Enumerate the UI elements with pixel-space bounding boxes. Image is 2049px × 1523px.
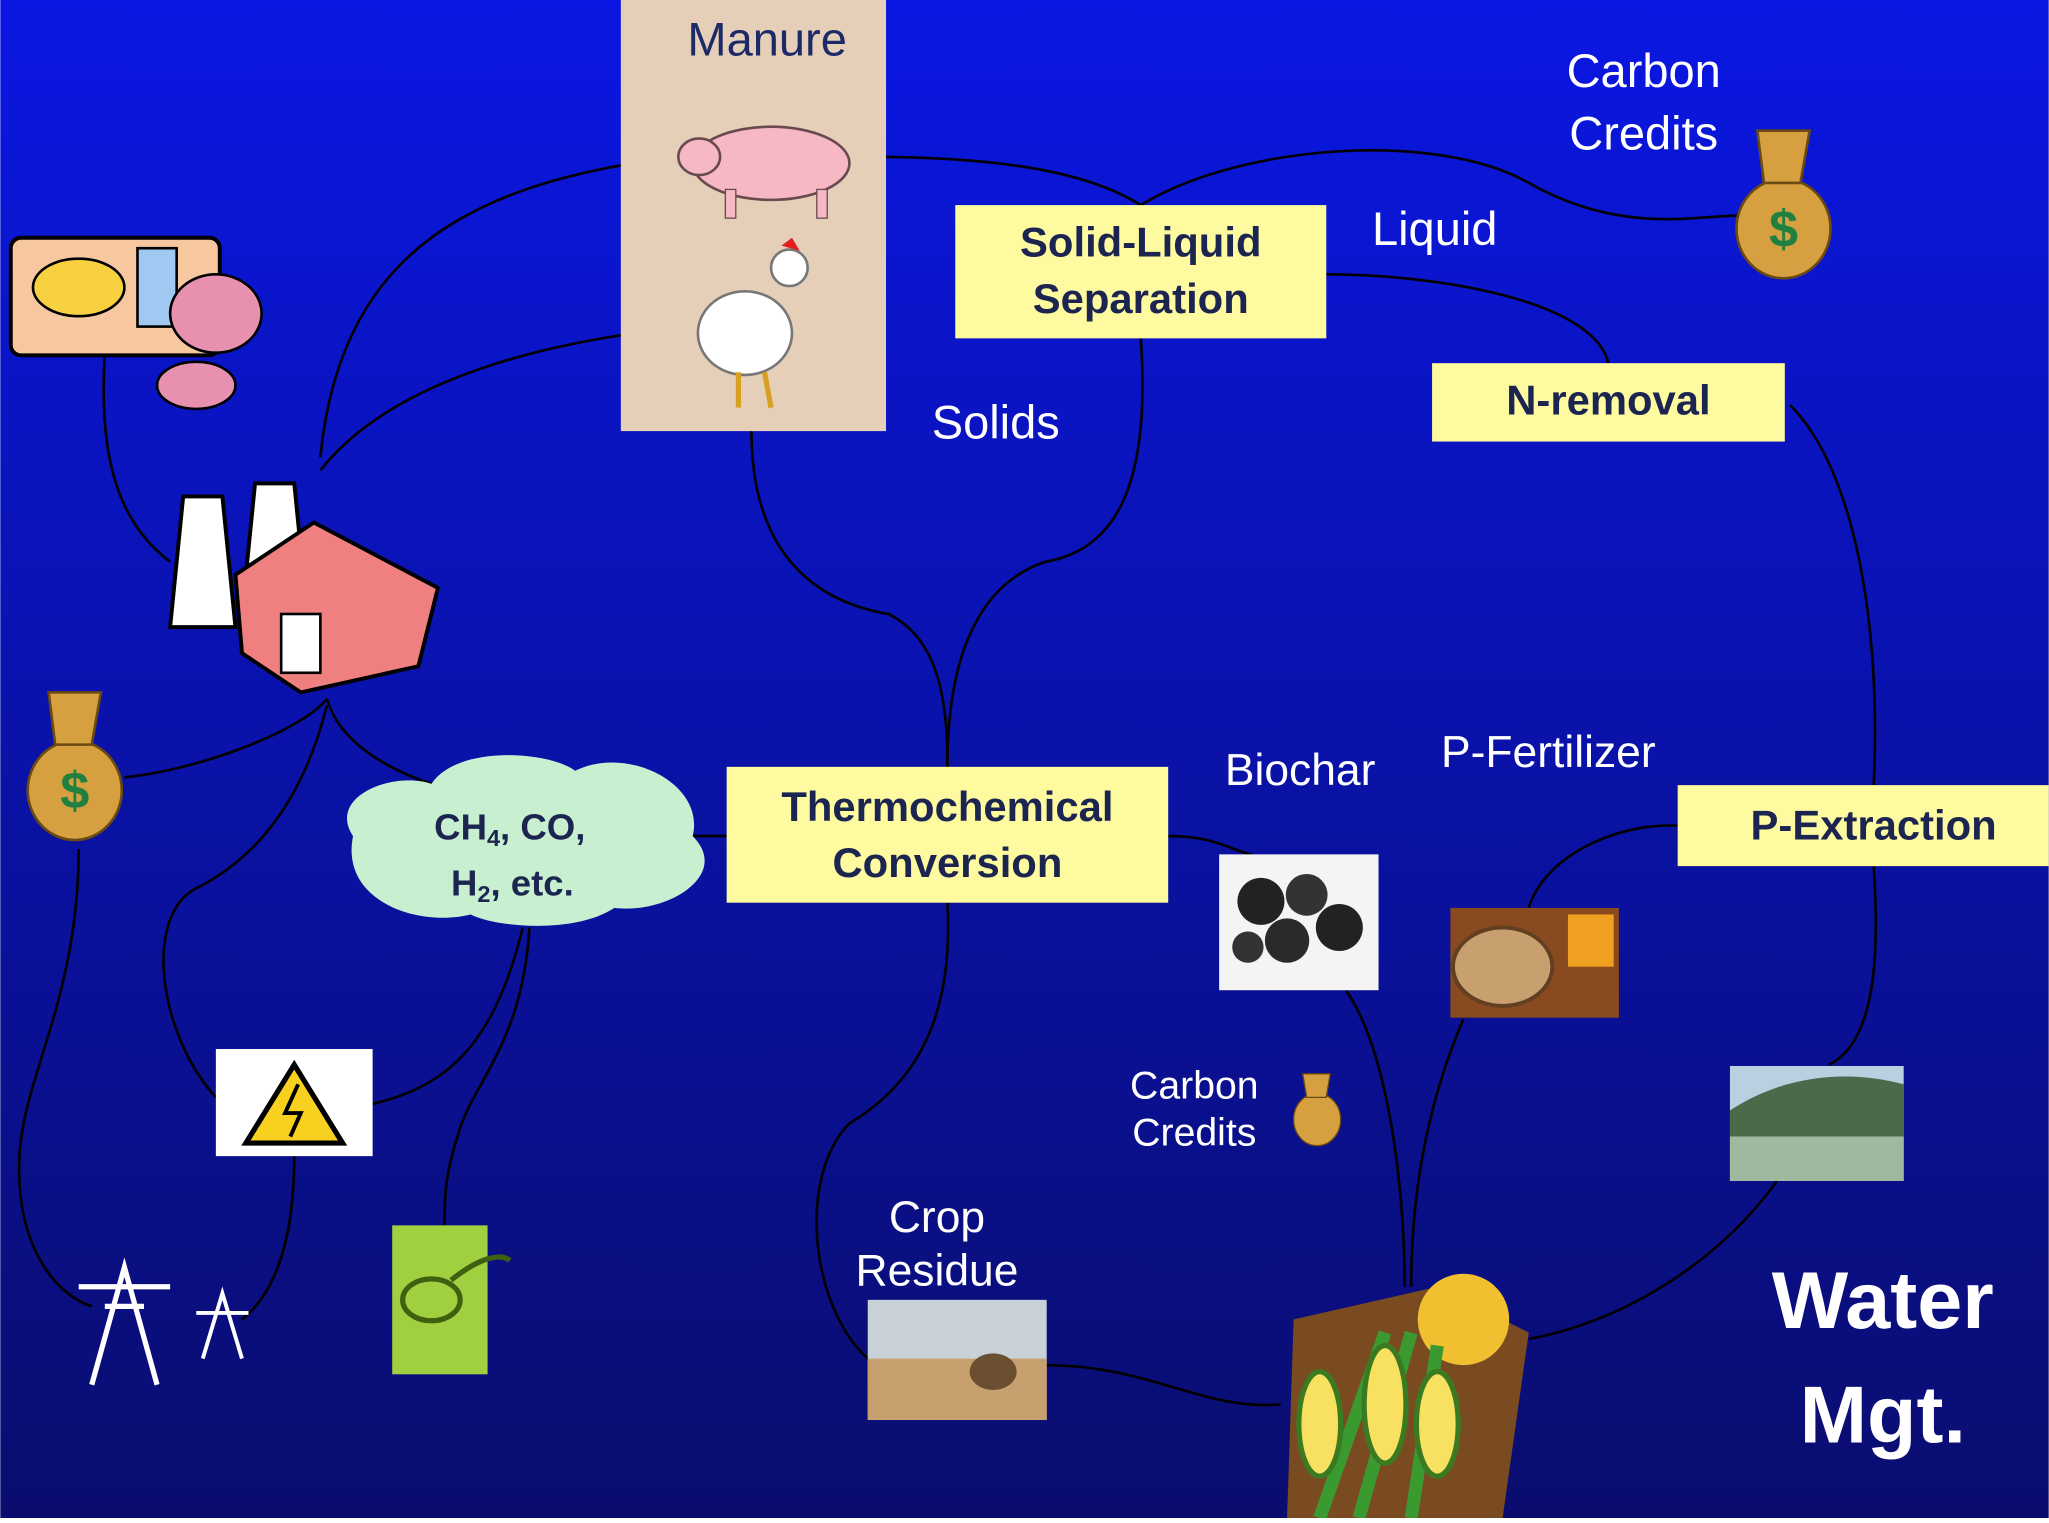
diagram: Manure Solid-Liquid Separation Carbon Cr… — [0, 0, 2049, 1518]
biochar-label: Biochar — [1225, 746, 1376, 795]
carbon-credits-label: Carbon — [1130, 1065, 1259, 1108]
gas-label: H2, etc. — [451, 862, 574, 907]
n-removal-label: N-removal — [1506, 377, 1710, 424]
solid-liquid-label: Separation — [1033, 275, 1249, 322]
liquid-label: Liquid — [1372, 202, 1497, 255]
fertilizer-photo — [1450, 908, 1619, 1018]
page: Manure Solid-Liquid Separation Carbon Cr… — [0, 0, 2049, 1518]
water-mgt-label: Mgt. — [1800, 1371, 1966, 1461]
thermochemical-label: Conversion — [832, 839, 1062, 886]
carbon-credits-label: Credits — [1132, 1112, 1256, 1155]
manure-label: Manure — [687, 13, 846, 66]
crop-residue-label: Residue — [856, 1246, 1019, 1295]
water-photo — [1730, 1066, 1904, 1181]
water-mgt-label: Water — [1772, 1256, 1994, 1346]
carbon-credits-label: Credits — [1569, 107, 1718, 160]
svg-text:$: $ — [1769, 200, 1798, 258]
crop-residue-label: Crop — [889, 1193, 985, 1242]
svg-text:$: $ — [60, 762, 89, 820]
solids-label: Solids — [932, 395, 1060, 448]
solid-liquid-label: Solid-Liquid — [1020, 219, 1261, 266]
crop-residue-photo — [868, 1300, 1047, 1420]
biochar-photo — [1219, 854, 1378, 990]
carbon-credits-label: Carbon — [1567, 44, 1721, 97]
thermochemical-label: Thermochemical — [781, 783, 1113, 830]
gas-label: CH4, CO, — [434, 806, 585, 851]
p-extraction-label: P-Extraction — [1751, 801, 1997, 848]
electricity-sign — [216, 1049, 373, 1156]
p-fertilizer-label: P-Fertilizer — [1441, 728, 1656, 777]
